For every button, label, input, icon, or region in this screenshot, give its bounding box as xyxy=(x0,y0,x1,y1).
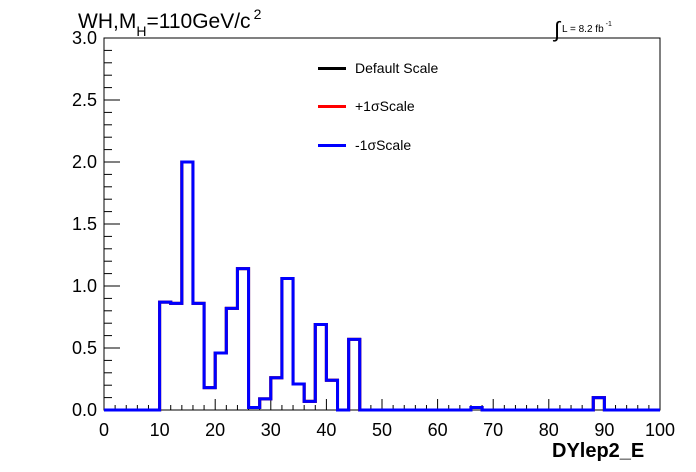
series-line-default-scale xyxy=(104,160,660,412)
title-subscript: H xyxy=(136,23,147,39)
y-tick-label: 1.5 xyxy=(72,214,97,234)
plot-title: WH,MH=110GeV/c 2 xyxy=(78,6,261,39)
y-tick-label: 3.0 xyxy=(72,28,97,48)
legend-label-minus: -1σScale xyxy=(355,137,412,153)
series-line-minus-one-sigma xyxy=(104,160,660,412)
x-tick-label: 10 xyxy=(150,420,170,440)
legend-swatch-minus xyxy=(318,143,346,147)
legend-label-plus: +1σScale xyxy=(355,98,415,114)
legend-entry-plus: +1σScale xyxy=(318,97,415,115)
title-prefix: WH,M xyxy=(78,10,137,33)
legend-entry-default: Default Scale xyxy=(318,59,438,77)
y-tick-label: 1.0 xyxy=(72,276,97,296)
title-main-text: =110GeV/c xyxy=(146,10,251,33)
luminosity-text: L = 8.2 fb xyxy=(562,24,604,35)
x-tick-label: 30 xyxy=(261,420,281,440)
legend-label-default: Default Scale xyxy=(355,60,439,76)
x-tick-label: 70 xyxy=(483,420,503,440)
series-layer xyxy=(104,160,660,412)
legend-swatch-plus xyxy=(318,104,346,108)
y-tick-label: 2.0 xyxy=(72,152,97,172)
x-tick-label: 40 xyxy=(316,420,336,440)
x-tick-label: 50 xyxy=(372,420,392,440)
y-tick-label: 0.0 xyxy=(72,400,97,420)
x-tick-label: 90 xyxy=(594,420,614,440)
x-tick-label: 60 xyxy=(428,420,448,440)
x-tick-label: 100 xyxy=(645,420,675,440)
y-tick-label: 0.5 xyxy=(72,338,97,358)
plot-frame xyxy=(103,37,661,411)
x-tick-label: 20 xyxy=(205,420,225,440)
x-tick-label: 80 xyxy=(539,420,559,440)
luminosity-superscript: -1 xyxy=(605,21,612,28)
x-tick-label: 0 xyxy=(99,420,109,440)
legend-entry-minus: -1σScale xyxy=(318,136,411,154)
x-axis-title: DYlep2_E xyxy=(552,440,645,462)
legend-swatch-default xyxy=(318,66,346,70)
y-tick-label: 2.5 xyxy=(72,90,97,110)
title-superscript: 2 xyxy=(253,6,262,22)
luminosity-label: ∫ L = 8.2 fb -1 xyxy=(554,12,612,42)
integral-symbol: ∫ xyxy=(554,17,561,42)
series-line-plus-one-sigma xyxy=(104,160,660,412)
axes: 0 10 20 30 40 50 60 70 80 90 100 0.0 0.5 1.0 1.5 2.0 2.5… xyxy=(72,28,675,440)
